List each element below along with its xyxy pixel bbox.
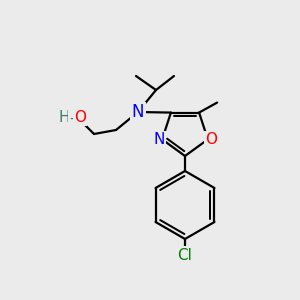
Text: N: N (132, 103, 144, 121)
Text: O: O (205, 132, 217, 147)
Text: N: N (154, 132, 165, 147)
Text: O: O (74, 110, 86, 125)
Text: -: - (69, 110, 75, 125)
Text: H: H (58, 110, 70, 125)
Text: Cl: Cl (178, 248, 192, 262)
